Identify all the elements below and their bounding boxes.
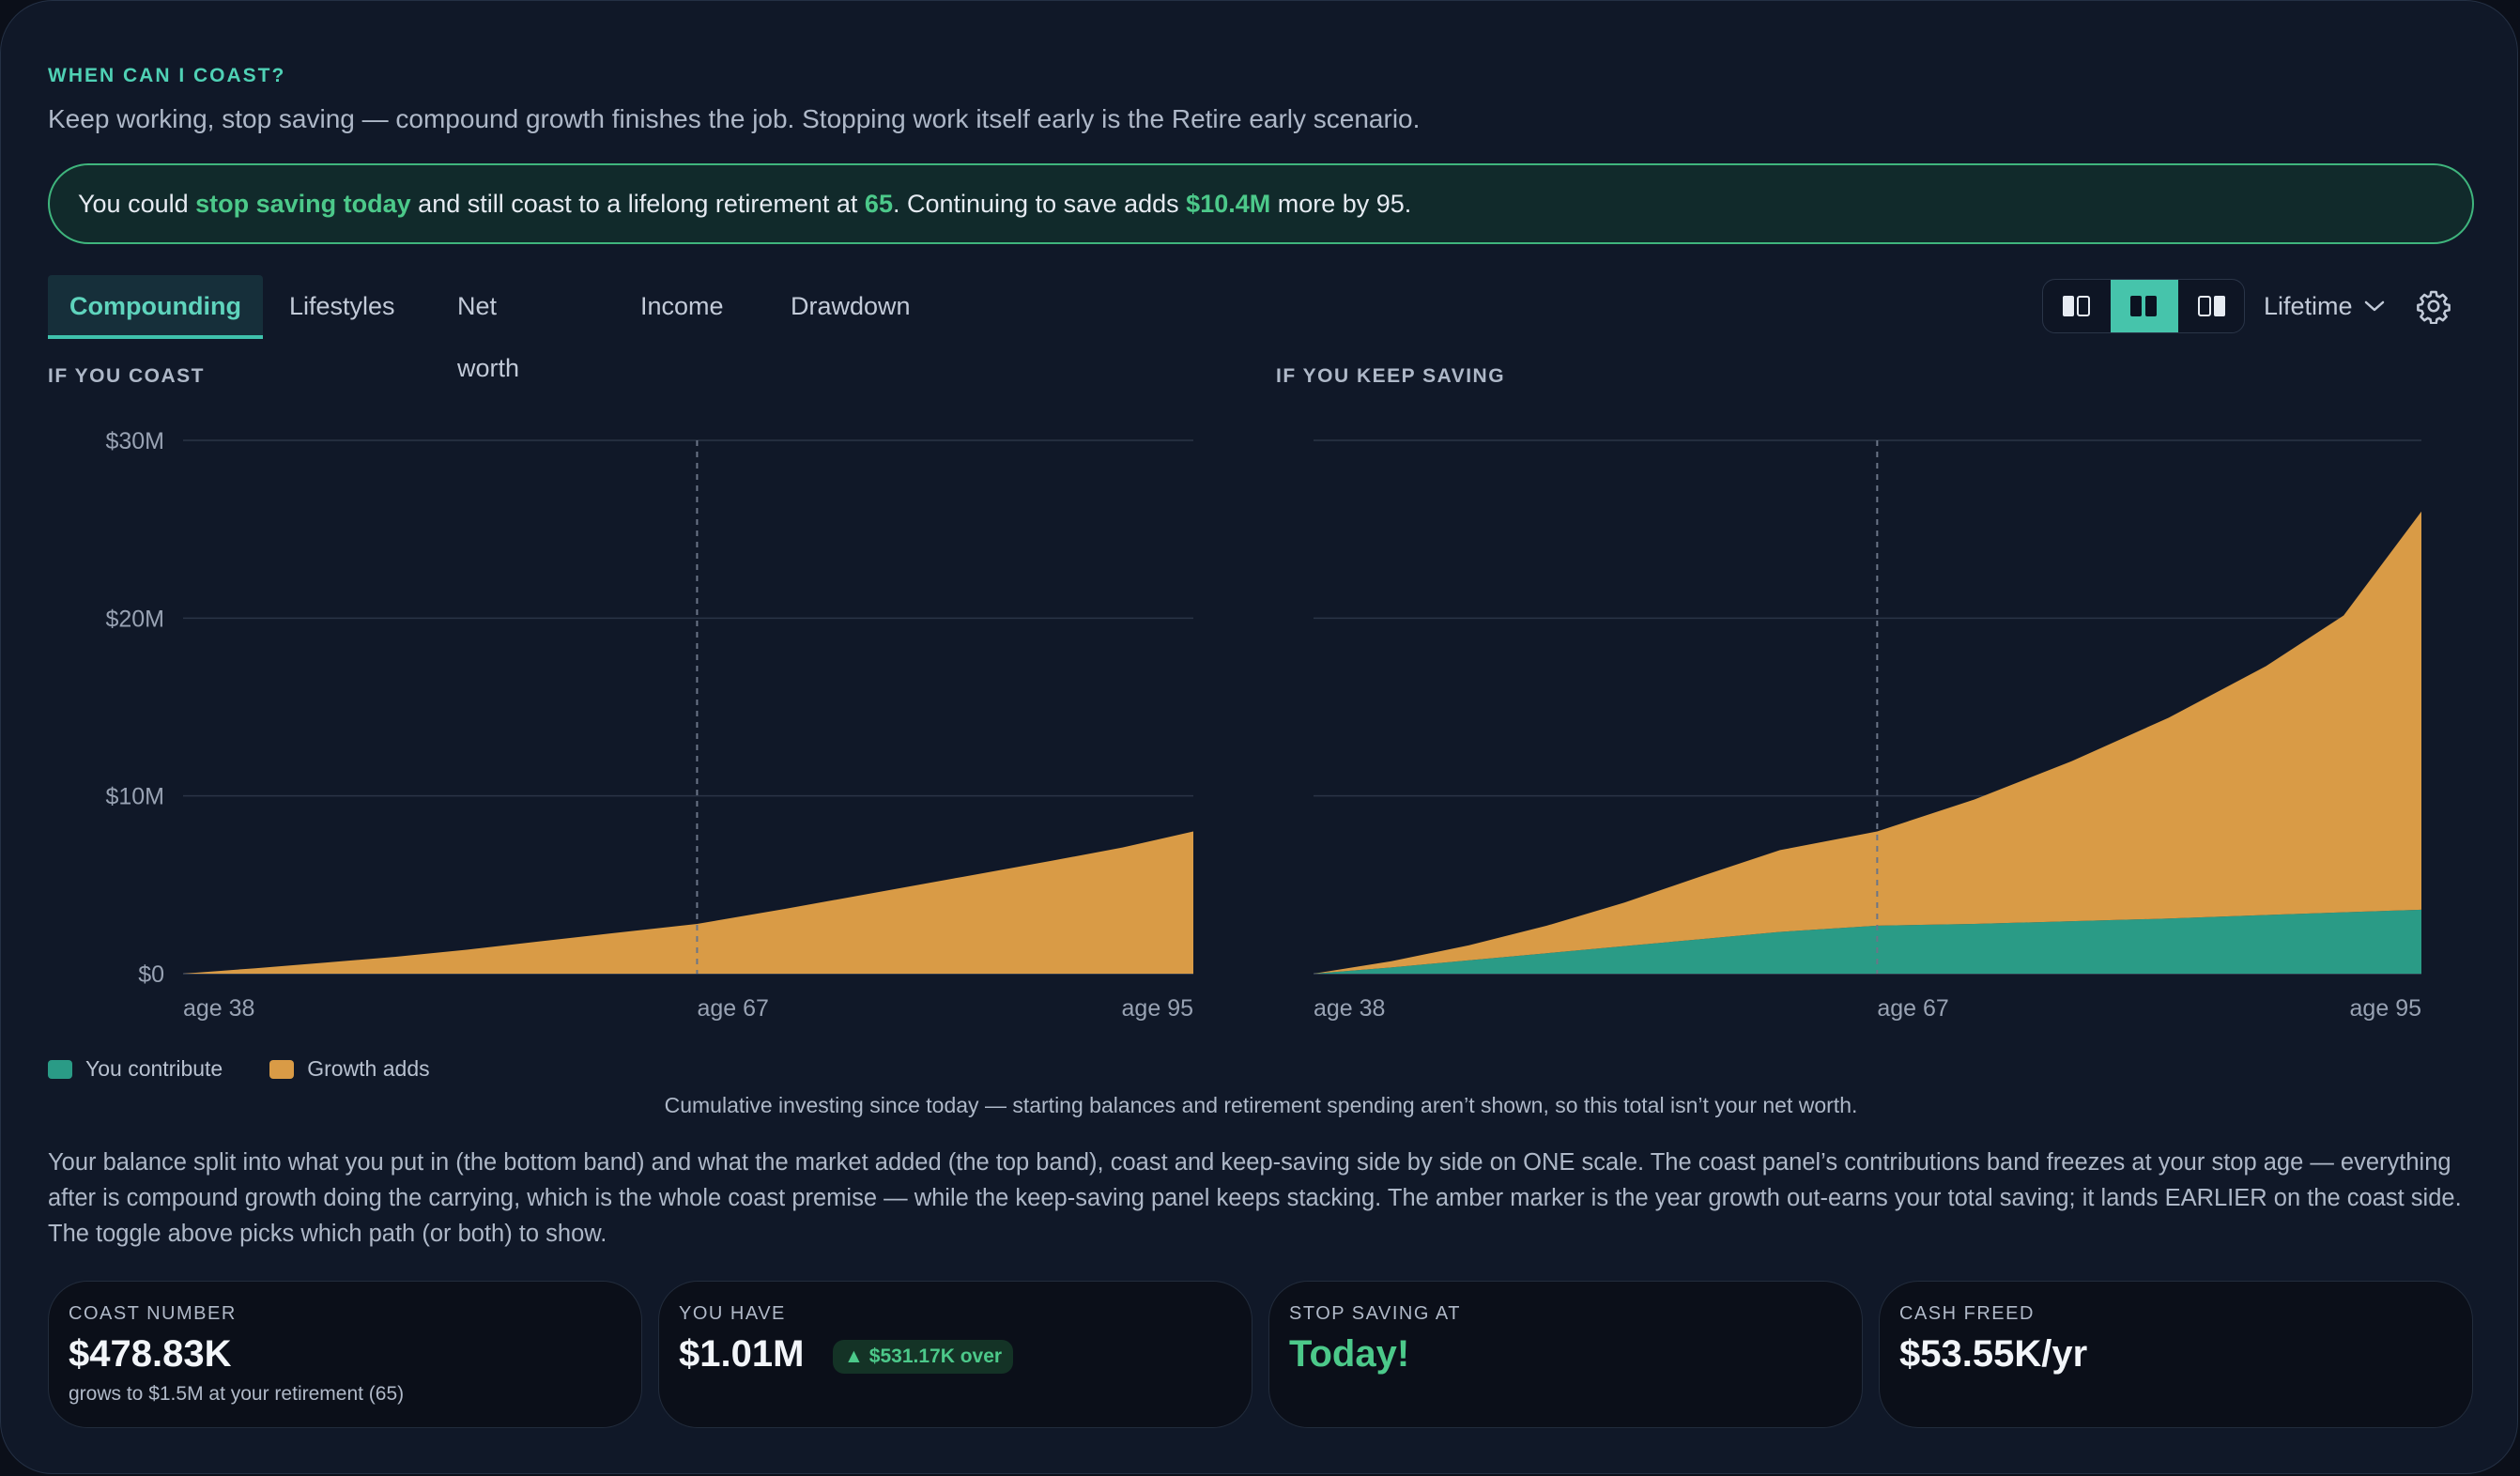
stat-subtext: grows to $1.5M at your retirement (65) (69, 1383, 405, 1405)
surplus-badge: ▲ $531.17K over (833, 1340, 1014, 1374)
coast-panel-title: IF YOU COAST (48, 365, 205, 387)
both-panels-icon (2130, 296, 2157, 316)
callout-text: more by 95. (1270, 189, 1412, 218)
tab-income[interactable]: Income (640, 292, 724, 320)
stat-value: $53.55K/yr (1899, 1333, 2088, 1375)
keep-saving-panel-title: IF YOU KEEP SAVING (1276, 365, 1506, 387)
left-panel-icon (2063, 296, 2090, 316)
y-tick-label: $0 (138, 961, 164, 988)
section-subtitle: Keep working, stop saving — compound gro… (48, 104, 1421, 133)
chart-explanation: Your balance split into what you put in … (48, 1149, 2462, 1247)
stat-value: Today! (1289, 1333, 1410, 1375)
gear-icon[interactable] (2416, 288, 2451, 324)
x-tick-label: age 67 (1877, 995, 1948, 1022)
y-tick-label: $20M (105, 606, 164, 632)
right-panel-icon (2198, 296, 2225, 316)
coast-summary-callout: You could stop saving today and still co… (48, 163, 2474, 244)
legend-item-growth: Growth adds (269, 1056, 430, 1082)
stat-value: $1.01M (679, 1333, 805, 1375)
triangle-up-icon: ▲ (844, 1345, 864, 1367)
range-dropdown[interactable]: Lifetime (2264, 279, 2385, 333)
stat-label: CASH FREED (1899, 1303, 2035, 1324)
surplus-badge-text: $531.17K over (868, 1345, 1003, 1367)
chart-legend: You contribute Growth adds (48, 1056, 430, 1082)
stat-card-stop-saving: STOP SAVING AT Today! (1268, 1281, 1863, 1428)
tab-compounding[interactable]: Compounding (48, 275, 263, 339)
chevron-down-icon (2364, 300, 2384, 312)
x-tick-label: age 38 (183, 995, 254, 1022)
legend-swatch (269, 1059, 295, 1079)
callout-text: and still coast to a lifelong retirement… (410, 189, 865, 218)
tab-lifestyles[interactable]: Lifestyles (289, 292, 395, 320)
callout-highlight-stop: stop saving today (195, 189, 411, 218)
legend-label: You contribute (85, 1056, 223, 1081)
chart-footnote: Cumulative investing since today — start… (664, 1093, 1858, 1117)
growth-area (1314, 511, 2421, 974)
both-panels-button[interactable] (2111, 280, 2178, 332)
stat-card-cash-freed: CASH FREED $53.55K/yr (1879, 1281, 2473, 1428)
x-tick-label: age 38 (1314, 995, 1385, 1022)
y-tick-label: $10M (105, 784, 164, 810)
left-panel-button[interactable] (2043, 280, 2111, 332)
callout-highlight-age: 65 (864, 189, 893, 218)
right-panel-button[interactable] (2178, 280, 2244, 332)
callout-text: You could (78, 189, 196, 218)
contribute-area (1314, 909, 2421, 974)
callout-highlight-amount: $10.4M (1186, 189, 1271, 218)
legend-item-contribute: You contribute (48, 1056, 223, 1082)
stat-card-coast-number: COAST NUMBER $478.83K grows to $1.5M at … (48, 1281, 642, 1428)
stat-value: $478.83K (69, 1333, 232, 1375)
callout-text: . Continuing to save adds (892, 189, 1187, 218)
section-eyebrow: WHEN CAN I COAST? (48, 65, 286, 86)
x-tick-label: age 95 (2350, 995, 2421, 1022)
y-tick-label: $30M (105, 428, 164, 454)
compounding-charts: $30M $20M $10M $0 age 38 age 67 age 95 age 38 ag… (105, 428, 2421, 1022)
stat-label: YOU HAVE (679, 1303, 786, 1324)
tab-net-worth[interactable]: Net worth (457, 292, 520, 382)
legend-swatch (48, 1059, 72, 1079)
panel-view-toggle (2042, 279, 2245, 333)
x-tick-label: age 95 (1122, 995, 1193, 1022)
range-dropdown-label: Lifetime (2264, 291, 2353, 320)
stat-label: COAST NUMBER (69, 1303, 237, 1324)
legend-label: Growth adds (307, 1056, 430, 1081)
growth-area (183, 831, 1193, 974)
x-tick-label: age 67 (697, 995, 768, 1022)
stat-card-you-have: YOU HAVE $1.01M ▲ $531.17K over (658, 1281, 1252, 1428)
tab-drawdown[interactable]: Drawdown (791, 292, 911, 320)
stat-label: STOP SAVING AT (1289, 1303, 1461, 1324)
